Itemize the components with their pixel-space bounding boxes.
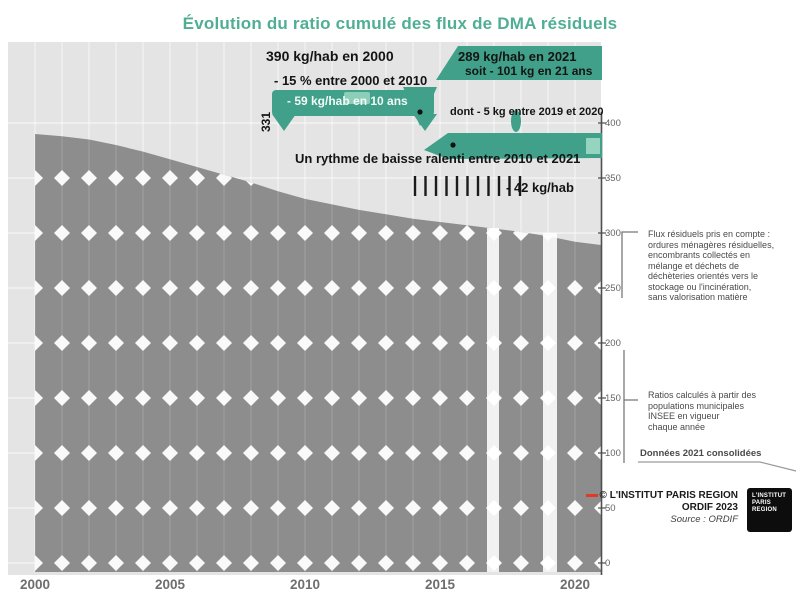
institut-paris-region-logo: L'INSTITUT PARIS REGION — [747, 488, 792, 532]
y-axis-tick-label: 250 — [605, 283, 621, 294]
annotation-change-total: soit - 101 kg en 21 ans — [465, 64, 593, 78]
note-footer: Données 2021 consolidées — [640, 448, 762, 459]
marker-ellipse-icon — [511, 110, 521, 132]
credit-ordif-year: ORDIF 2023 — [681, 502, 738, 513]
logo-line-3: REGION — [752, 507, 777, 513]
y-axis-tick-label: 0 — [605, 558, 611, 569]
note-2-line: Ratios calculés à partir des — [648, 390, 757, 400]
bracket-note-1 — [621, 231, 638, 298]
note-methodology: Ratios calculés à partir des populations … — [648, 390, 778, 432]
x-axis-tick-label: 2005 — [154, 577, 186, 592]
y-axis-tick-label: 100 — [605, 448, 621, 459]
note-footer-rule-diagonal — [759, 461, 797, 472]
note-1-line: Flux résiduels pris en compte : — [648, 229, 771, 239]
y-axis-tick-label: 50 — [605, 503, 616, 514]
banner-box-a-highlight — [344, 92, 370, 104]
annotation-value-2000: 390 kg/hab en 2000 — [266, 48, 394, 64]
trend-arrow-ribbon — [424, 133, 602, 159]
note-flux-definition: Flux résiduels pris en compte : ordures m… — [648, 229, 798, 303]
bracket-note-2 — [623, 350, 638, 463]
right-axis-ticks — [598, 122, 606, 564]
logo-line-2: PARIS — [752, 500, 771, 506]
y-axis-tick-label: 350 — [605, 173, 621, 184]
area-overlay-gridlines — [34, 42, 603, 572]
annotation-trend-value: - 42 kg/hab — [506, 180, 574, 195]
y-axis-tick-label: 150 — [605, 393, 621, 404]
note-1-line: stockage ou l'incinération, — [648, 281, 752, 292]
rotated-data-label: 331 — [259, 111, 273, 132]
annotation-detail-2019-2020: dont - 5 kg entre 2019 et 2020 — [450, 106, 604, 118]
annotation-trend-2010-2021: Un rythme de baisse ralenti entre 2010 e… — [295, 151, 581, 166]
red-dash-icon — [585, 494, 598, 497]
y-axis-tick-label: 300 — [605, 228, 621, 239]
annotation-banner-value: - 59 kg/hab en 10 ans — [287, 94, 408, 108]
note-2-line: chaque année — [648, 421, 706, 432]
x-axis-tick-label: 2000 — [19, 577, 51, 592]
x-axis-tick-label: 2010 — [289, 577, 321, 592]
highlight-stripe-2017 — [487, 228, 499, 572]
area-series-diamond-pattern — [35, 134, 602, 572]
triangle-down-icon-left — [272, 114, 296, 131]
banner-box-b — [436, 46, 602, 80]
chevron-down-icon — [403, 87, 437, 126]
credit-institute: © L'INSTITUT PARIS REGION — [538, 490, 738, 501]
note-1-line: ordures ménagères résiduelles, — [648, 239, 775, 250]
note-2-line: populations municipales — [648, 400, 745, 411]
note-1-line: sans valorisation matière — [648, 292, 748, 302]
trend-arrow-highlight — [586, 138, 600, 154]
note-1-line: mélange et déchets de — [648, 260, 740, 271]
note-1-line: déchèteries orientés vers le — [648, 271, 759, 281]
chart-title: Évolution du ratio cumulé des flux de DM… — [182, 14, 618, 33]
note-2-line: INSEE en vigueur — [648, 411, 720, 421]
annotation-value-2021: 289 kg/hab en 2021 — [458, 49, 577, 64]
x-axis-tick-label: 2020 — [559, 577, 591, 592]
anchor-dot-3 — [450, 142, 456, 148]
y-axis-tick-label: 200 — [605, 338, 621, 349]
leader-strokes — [413, 176, 522, 196]
credits-block: © L'INSTITUT PARIS REGION ORDIF 2023 Sou… — [538, 490, 738, 525]
y-axis-tick-label: 400 — [605, 118, 621, 129]
annotation-change-2000-2010: - 15 % entre 2000 et 2010 — [274, 73, 428, 88]
logo-line-1: L'INSTITUT — [752, 493, 787, 499]
anchor-dot-1 — [417, 109, 423, 115]
credit-source: Source : ORDIF — [670, 514, 738, 525]
x-axis-tick-label: 2015 — [424, 577, 456, 592]
highlight-stripe-2019 — [543, 233, 557, 572]
note-1-line: encombrants collectés en — [648, 250, 751, 260]
